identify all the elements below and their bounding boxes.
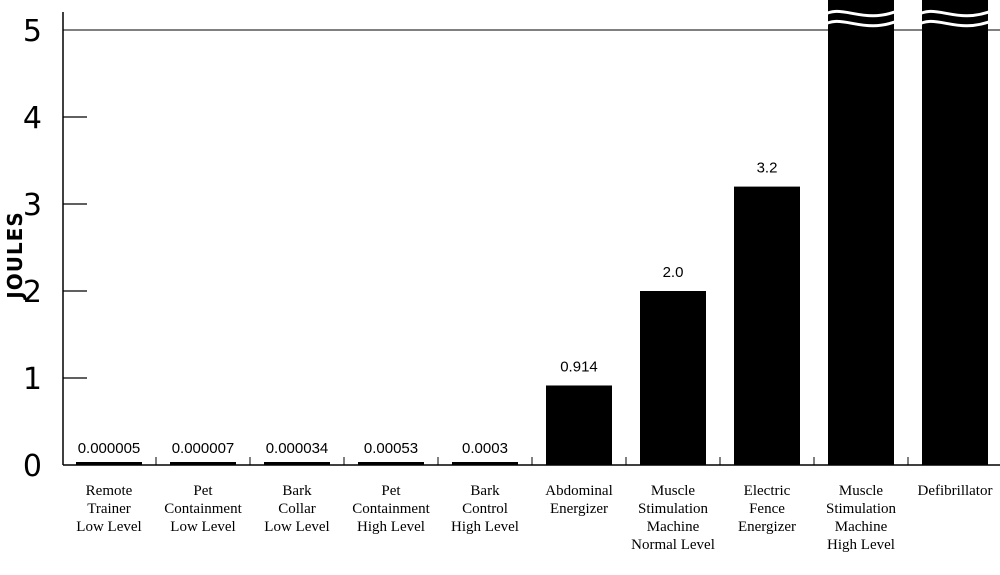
bar-value-label: 0.000007 [172, 440, 235, 457]
x-category-label-line: Machine [647, 519, 700, 535]
bar-value-label: 0.00053 [364, 440, 418, 457]
x-category-label-line: Defibrillator [918, 483, 993, 499]
x-category-label-line: Low Level [170, 519, 235, 535]
x-category-label-line: Muscle [651, 483, 696, 499]
bar [828, 0, 894, 465]
bar-value-label: 2.0 [663, 264, 684, 281]
axis-break-mark [915, 8, 995, 18]
x-category-label-line: Collar [278, 501, 316, 517]
x-category-label: Remote Trainer Low Level [76, 483, 141, 535]
bars-group [76, 0, 995, 465]
x-category-label-line: Low Level [264, 519, 329, 535]
x-category-label-line: Machine [835, 519, 888, 535]
bar [734, 186, 800, 465]
x-category-label-line: Muscle [839, 483, 884, 499]
y-tick-label: 0 [23, 449, 42, 484]
y-tick-label: 4 [23, 101, 42, 136]
bar [358, 462, 424, 465]
x-category-label: Pet Containment High Level [352, 483, 430, 535]
x-category-label-line: Control [462, 501, 508, 517]
x-category-label-line: Electric [744, 483, 791, 499]
bar-value-label: 0.000034 [266, 440, 329, 457]
bar [170, 462, 236, 465]
x-category-label: Electric Fence Energizer [738, 483, 796, 535]
x-category-label: Pet Containment Low Level [164, 483, 242, 535]
x-category-label-line: Pet [381, 483, 401, 499]
bar-value-label: 3.2 [757, 160, 778, 177]
x-category-label: Muscle Stimulation Machine High Level [826, 483, 897, 553]
x-category-label-line: High Level [451, 519, 519, 535]
axis-break-mark [821, 8, 901, 18]
x-category-label-line: High Level [357, 519, 425, 535]
x-category-label: Defibrillator [918, 483, 993, 499]
labels-group: 0.000005 Remote Trainer Low Level 0.000007 Pe… [76, 160, 992, 553]
y-axis-label: JOULES [3, 211, 27, 301]
x-category-label-line: Pet [193, 483, 213, 499]
x-category-label-line: High Level [827, 537, 895, 553]
bar-value-label: 0.0003 [462, 440, 508, 457]
x-category-label-line: Stimulation [638, 501, 709, 517]
bar-value-label: 0.000005 [78, 440, 141, 457]
y-tick-label: 5 [23, 14, 42, 49]
x-category-label-line: Bark [282, 483, 312, 499]
axis-break-mark [821, 18, 901, 28]
bar [922, 0, 988, 465]
x-category-label-line: Energizer [550, 501, 608, 517]
x-category-label-line: Trainer [87, 501, 131, 517]
x-category-label-line: Stimulation [826, 501, 897, 517]
x-category-label-line: Fence [749, 501, 785, 517]
x-category-label-line: Containment [352, 501, 430, 517]
x-category-label: Abdominal Energizer [545, 483, 613, 517]
x-category-label-line: Energizer [738, 519, 796, 535]
y-tick-label: 1 [23, 362, 42, 397]
y-tick-label: 3 [23, 188, 42, 223]
x-category-label-line: Bark [470, 483, 500, 499]
bar [76, 462, 142, 465]
x-category-label-line: Abdominal [545, 483, 613, 499]
axis-break-mark [915, 18, 995, 28]
bar-value-label: 0.914 [560, 358, 598, 375]
x-category-label-line: Remote [86, 483, 133, 499]
x-category-label: Muscle Stimulation Machine Normal Level [631, 483, 715, 553]
x-category-label-line: Containment [164, 501, 242, 517]
x-category-label-line: Normal Level [631, 537, 715, 553]
bar [640, 291, 706, 465]
bar [546, 385, 612, 465]
x-category-label-line: Low Level [76, 519, 141, 535]
x-category-label: Bark Control High Level [451, 483, 519, 535]
bar [264, 462, 330, 465]
bar [452, 462, 518, 465]
y-tick-label: 2 [23, 275, 42, 310]
x-category-label: Bark Collar Low Level [264, 483, 329, 535]
